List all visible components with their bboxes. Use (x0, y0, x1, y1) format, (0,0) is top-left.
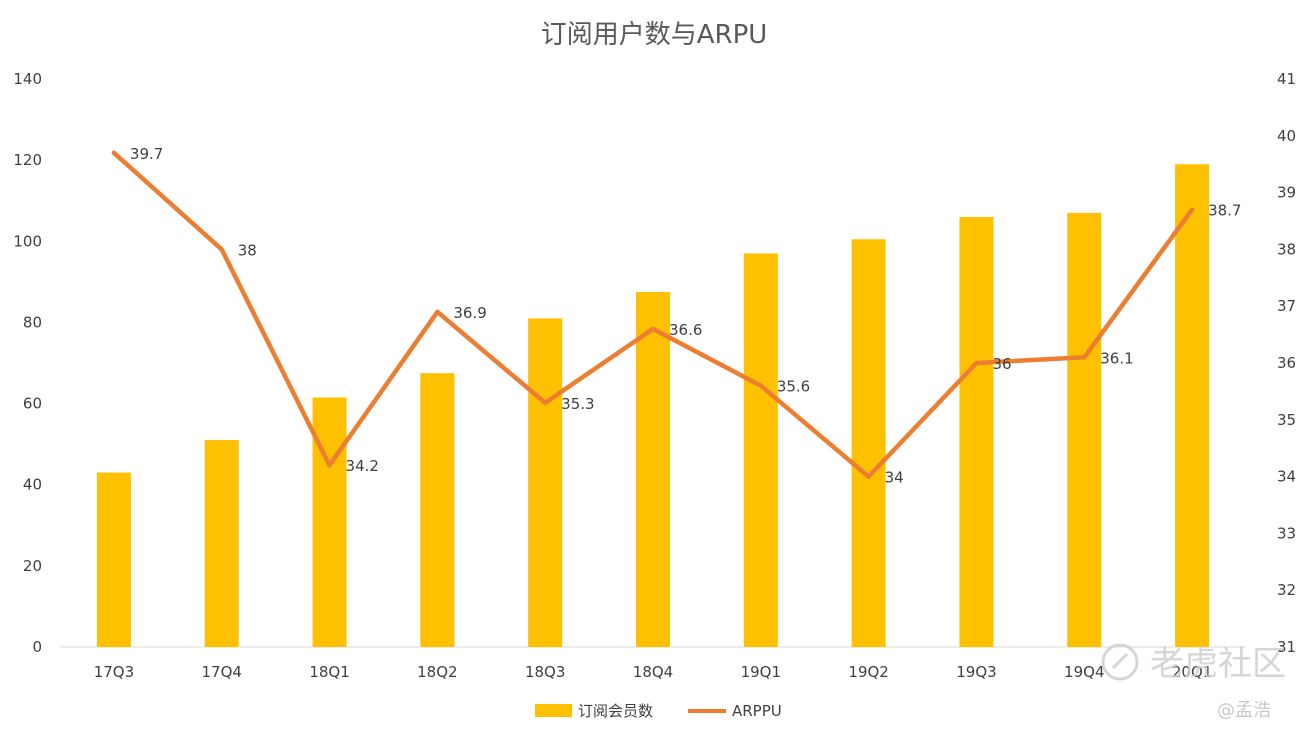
x-axis-labels: 17Q3 17Q4 18Q1 18Q2 18Q3 18Q4 19Q1 19Q2 19Q3 19Q4… (94, 663, 1213, 681)
line-point (758, 383, 763, 388)
bar-series (96, 164, 1210, 647)
line-point (866, 474, 871, 479)
bar (743, 253, 778, 647)
line-point (219, 247, 224, 252)
bar (1175, 164, 1210, 647)
bar (420, 373, 455, 647)
data-labels: 39.7 38 34.2 36.9 35.3 36.6 35.6 34 36 36.1 38.7 (130, 145, 1242, 487)
watermark: 老虎社区 @孟浩 (1101, 643, 1286, 721)
legend-line-label: ARPPU (732, 702, 782, 720)
bar (96, 472, 131, 647)
right-axis-tick: 36 (1277, 354, 1296, 372)
line-point (111, 150, 116, 155)
left-axis-tick: 0 (32, 638, 42, 656)
left-axis-tick: 140 (13, 70, 42, 88)
right-axis-tick: 35 (1277, 411, 1296, 429)
bar (636, 292, 670, 647)
x-tick-label: 19Q1 (741, 663, 781, 681)
watermark-brand: 老虎社区 (1150, 644, 1286, 684)
left-axis-tick: 80 (23, 313, 42, 331)
line-data-label: 34.2 (346, 457, 379, 475)
x-tick-label: 19Q4 (1064, 663, 1104, 681)
right-axis-tick: 41 (1277, 70, 1296, 88)
left-axis-tick: 40 (23, 476, 42, 494)
bar (312, 397, 347, 647)
right-axis-tick: 38 (1277, 240, 1296, 258)
left-axis-tick: 20 (23, 557, 42, 575)
line-point (651, 326, 655, 331)
right-axis-tick: 32 (1277, 581, 1296, 599)
right-axis-tick: 33 (1277, 524, 1296, 542)
right-axis-tick: 39 (1277, 184, 1296, 202)
line-data-label: 36 (992, 355, 1011, 373)
x-tick-label: 18Q1 (309, 663, 349, 681)
legend-bar-swatch (535, 704, 572, 717)
line-data-label: 36.1 (1100, 349, 1133, 367)
bar (851, 239, 886, 647)
line-data-label: 36.6 (669, 321, 702, 339)
legend: 订阅会员数 ARPPU (535, 702, 782, 720)
bar (959, 216, 994, 647)
right-axis-tick: 40 (1277, 127, 1296, 145)
line-point (1190, 207, 1195, 212)
line-data-label: 38 (238, 241, 257, 259)
line-data-label: 35.6 (777, 378, 810, 396)
chart-title: 订阅用户数与ARPU (541, 20, 768, 50)
bar (204, 440, 239, 647)
line-data-label: 38.7 (1208, 202, 1241, 220)
right-axis: 31 32 33 34 35 36 37 38 39 40 41 (1277, 70, 1296, 656)
left-axis-tick: 120 (13, 151, 42, 169)
line-data-label: 35.3 (561, 395, 594, 413)
x-tick-label: 18Q2 (417, 663, 457, 681)
left-axis-tick: 60 (23, 395, 42, 413)
x-tick-label: 18Q3 (525, 663, 565, 681)
line-point (1082, 355, 1087, 360)
right-axis-tick: 34 (1277, 468, 1296, 486)
left-axis: 0 20 40 60 80 100 120 140 (13, 70, 42, 656)
line-point (974, 361, 979, 365)
x-tick-label: 17Q3 (94, 663, 134, 681)
watermark-author: @孟浩 (1217, 700, 1271, 721)
x-tick-label: 17Q4 (202, 663, 242, 681)
line-point (327, 463, 332, 468)
right-axis-tick: 37 (1277, 297, 1296, 315)
line-series (111, 150, 1195, 479)
left-axis-tick: 100 (13, 232, 42, 250)
line-data-label: 36.9 (453, 304, 486, 322)
legend-bar-label: 订阅会员数 (578, 702, 653, 720)
line-data-label: 39.7 (130, 145, 163, 163)
x-tick-label: 18Q4 (633, 663, 673, 681)
watermark-logo-icon (1101, 643, 1139, 681)
x-tick-label: 19Q3 (956, 663, 996, 681)
x-tick-label: 20Q1 (1172, 663, 1212, 681)
x-tick-label: 19Q2 (848, 663, 888, 681)
line-point (435, 309, 440, 314)
line-data-label: 34 (885, 469, 904, 487)
right-axis-tick: 31 (1277, 638, 1296, 656)
line-point (543, 400, 548, 405)
bar (528, 318, 563, 647)
bar (1067, 212, 1102, 647)
